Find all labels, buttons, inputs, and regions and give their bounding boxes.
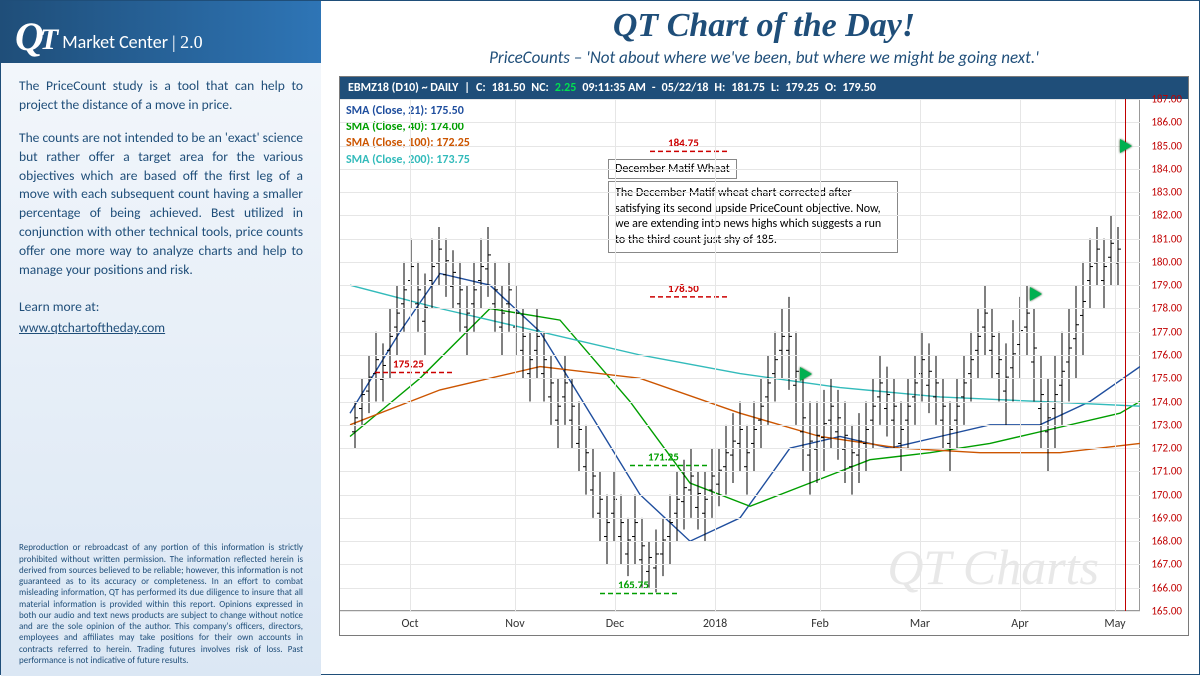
xaxis-label: May [1104,617,1125,631]
chart-y-axis: 165.00166.00167.00168.00169.00170.00171.… [1138,99,1188,611]
pricecount-label: 184.75 [668,136,699,149]
hdr-datesep: - [652,81,656,95]
gridline-v [715,99,716,611]
sma-line [350,274,1140,542]
chart-x-axis: Oct Nov Dec 2018 Feb Mar Apr May [340,609,1140,635]
gridline-v [615,99,616,611]
xaxis-label: Mar [910,617,930,631]
target-arrow-icon [800,367,812,381]
yaxis-label: 176.00 [1151,349,1182,362]
gridline-v [1115,99,1116,611]
yaxis-label: 172.00 [1151,442,1182,455]
gridline-v [1020,99,1021,611]
learn-more-label: Learn more at: [19,298,303,315]
gridline-v [820,99,821,611]
hdr-l-label: L: [771,81,779,95]
hdr-nc-label: NC: [531,81,549,95]
pricecount-label: 165.75 [618,579,649,592]
chart-sep: | [464,81,470,95]
xaxis-label: Feb [811,617,829,631]
yaxis-label: 184.00 [1151,162,1182,175]
sma-line [350,309,1140,507]
yaxis-label: 186.00 [1151,116,1182,129]
yaxis-label: 185.00 [1151,139,1182,152]
yaxis-label: 168.00 [1151,535,1182,548]
pricecount-label: 175.25 [393,357,424,370]
sma-line [350,367,1140,453]
yaxis-label: 167.00 [1151,558,1182,571]
yaxis-label: 171.00 [1151,465,1182,478]
hdr-c-val: 181.50 [492,81,526,95]
learn-more-link[interactable]: www.qtchartoftheday.com [19,319,303,336]
sidebar-para-1: The PriceCount study is a tool that can … [19,77,303,115]
gridline-v [410,99,411,611]
yaxis-label: 182.00 [1151,209,1182,222]
chart-plot-area: 184.75178.50175.25171.25165.75 QT Charts… [340,99,1140,611]
yaxis-label: 170.00 [1151,488,1182,501]
logo-version: | 2.0 [172,32,203,53]
yaxis-label: 165.00 [1151,605,1182,618]
logo-t-letter: T [40,23,58,57]
xaxis-label: Dec [606,617,624,631]
yaxis-label: 166.00 [1151,581,1182,594]
yaxis-label: 177.00 [1151,325,1182,338]
xaxis-label: Apr [1011,617,1028,631]
hdr-h-val: 181.75 [731,81,765,95]
target-arrow-icon [1030,287,1042,301]
yaxis-label: 183.00 [1151,186,1182,199]
yaxis-label: 181.00 [1151,232,1182,245]
yaxis-label: 174.00 [1151,395,1182,408]
hdr-o-val: 179.50 [842,81,876,95]
yaxis-label: 178.00 [1151,302,1182,315]
gridline-v [515,99,516,611]
chart-symbol: EBMZ18 (D10) ~ DAILY [348,81,458,95]
pricecount-label: 178.50 [668,282,699,295]
xaxis-label: Nov [505,617,524,631]
disclaimer-text: Reproduction or rebroadcast of any porti… [19,542,303,666]
target-arrow-icon [1120,139,1132,153]
logo-bar: Q T Market Center | 2.0 [1,1,321,63]
sma-line [350,285,1140,406]
chart-header-bar: EBMZ18 (D10) ~ DAILY | C: 181.50 NC: 2.2… [340,77,1188,99]
yaxis-label: 180.00 [1151,255,1182,268]
yaxis-label: 169.00 [1151,511,1182,524]
price-chart: EBMZ18 (D10) ~ DAILY | C: 181.50 NC: 2.2… [339,76,1189,636]
xaxis-label: Oct [401,617,418,631]
sidebar-body: The PriceCount study is a tool that can … [1,63,321,676]
logo-product-name: Market Center [62,31,168,53]
last-price-line [1125,99,1126,611]
yaxis-label: 187.00 [1151,93,1182,106]
sidebar-para-2: The counts are not intended to be an 'ex… [19,129,303,280]
pricecount-label: 171.25 [648,451,679,464]
hdr-l-val: 179.25 [785,81,819,95]
hdr-h-label: H: [714,81,725,95]
hdr-date: 05/22/18 [662,81,709,95]
hdr-o-label: O: [825,81,836,95]
yaxis-label: 175.00 [1151,372,1182,385]
yaxis-label: 179.00 [1151,279,1182,292]
hdr-nc-val: 2.25 [555,81,576,95]
gridline-v [920,99,921,611]
xaxis-label: 2018 [703,617,727,631]
yaxis-label: 173.00 [1151,418,1182,431]
page-subtitle: PriceCounts – 'Not about where we've bee… [339,47,1189,68]
hdr-time: 09:11:35 AM [582,81,646,95]
hdr-c-label: C: [476,81,486,95]
page-title: QT Chart of the Day! [339,7,1189,45]
